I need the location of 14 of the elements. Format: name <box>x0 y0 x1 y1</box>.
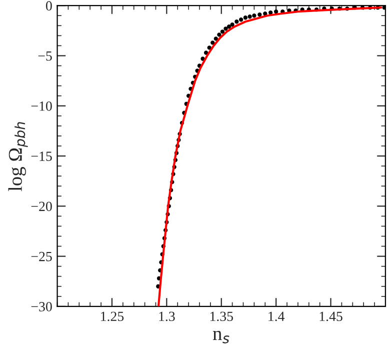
y-tick-label: 0 <box>46 1 52 11</box>
y-tick-label: −5 <box>38 51 52 61</box>
x-axis-title: n$_{s}$ <box>212 330 230 344</box>
y-tick-label: −10 <box>31 101 52 111</box>
y-tick-label: −20 <box>31 202 52 212</box>
y-tick-label: −15 <box>31 152 52 161</box>
x-tick-label: 1.25 <box>101 312 124 322</box>
y-axis-title: log Ω$_{pbh}$ <box>8 122 28 192</box>
x-tick-label: 1.4 <box>268 312 285 322</box>
y-tick-label: −25 <box>31 252 52 262</box>
x-tick-label: 1.35 <box>210 312 233 322</box>
x-tick-label: 1.45 <box>320 312 342 322</box>
x-tick-label: 1.3 <box>159 312 175 322</box>
y-tick-label: −30 <box>31 302 52 312</box>
